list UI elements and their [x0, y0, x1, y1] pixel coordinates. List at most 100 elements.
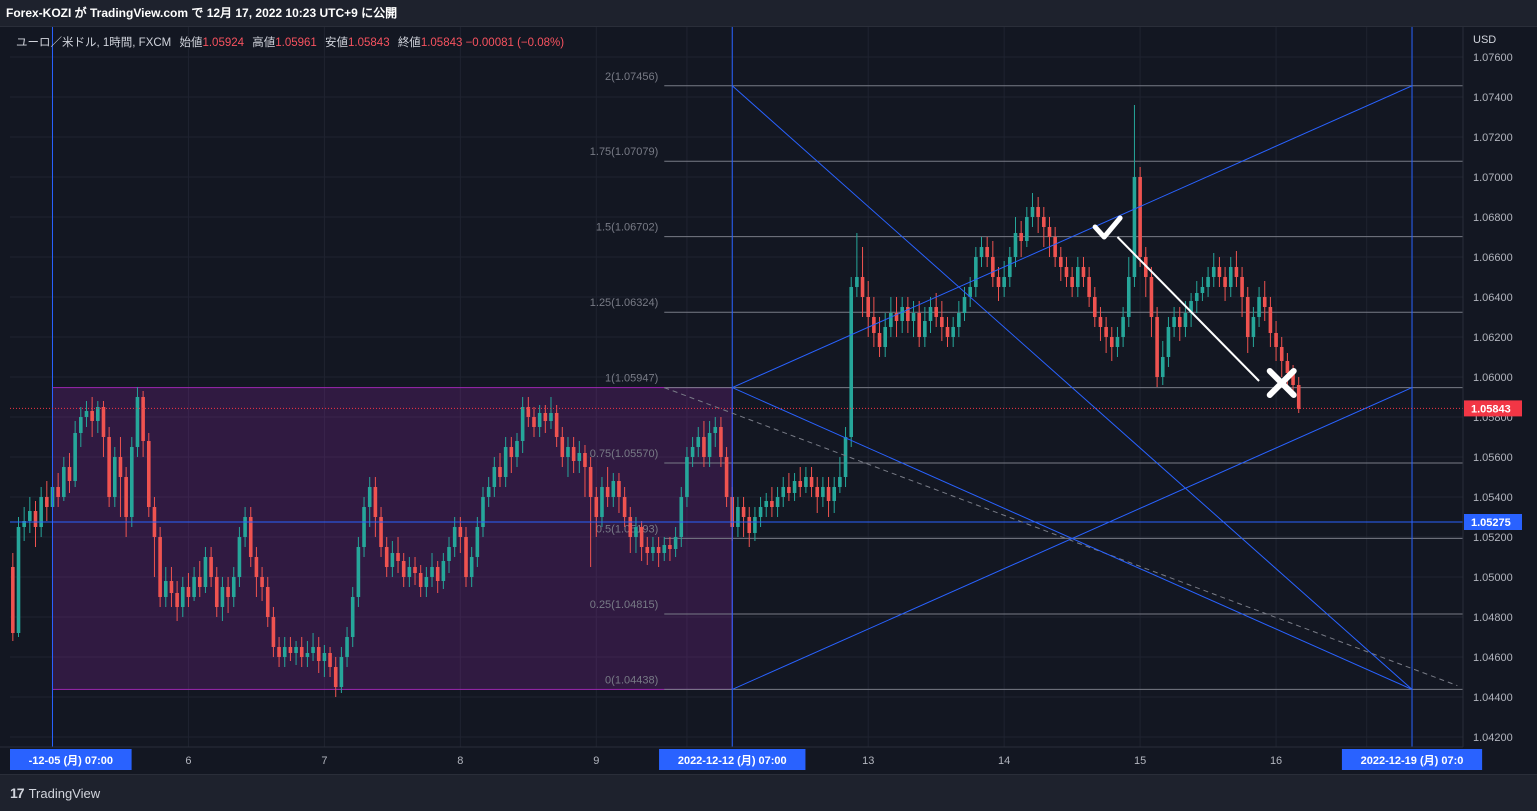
price-tag-label: 1.05843 — [1471, 403, 1511, 415]
channel-line[interactable] — [732, 387, 1413, 690]
candle-body — [186, 587, 191, 597]
candle-body — [118, 457, 123, 477]
fib-level-label: 0.75(1.05570) — [590, 448, 659, 460]
candle-body — [554, 413, 559, 437]
candle-body — [492, 467, 497, 487]
candle-body — [226, 587, 230, 597]
candle-body — [424, 577, 429, 587]
candle-body — [1279, 347, 1284, 361]
candle-body — [968, 287, 972, 297]
candle-body — [356, 547, 361, 597]
candle-body — [911, 313, 916, 321]
fib-level-label: 1(1.05947) — [605, 373, 658, 385]
candle-body — [979, 247, 984, 257]
x-mark-icon[interactable] — [1266, 368, 1297, 398]
candle-body — [1019, 233, 1023, 241]
candle-body — [1166, 327, 1171, 357]
candle-body — [1194, 293, 1199, 301]
candle-body — [815, 487, 820, 497]
fib-level-label: 1.5(1.06702) — [596, 222, 658, 234]
candle-body — [645, 547, 650, 553]
candle-body — [957, 313, 961, 327]
candle-body — [464, 537, 468, 577]
candle-body — [112, 457, 117, 497]
candle-body — [271, 617, 276, 647]
channel-line[interactable] — [731, 85, 1413, 690]
time-tag — [1341, 749, 1483, 770]
price-axis[interactable] — [1463, 27, 1537, 747]
candle-body — [503, 447, 508, 477]
candle-body — [775, 497, 780, 507]
candle-body — [900, 307, 904, 321]
high-value: 1.05961 — [275, 37, 317, 49]
candle-body — [764, 501, 769, 507]
fib-level-label: 2(1.07456) — [605, 71, 658, 83]
candle-body — [447, 547, 451, 561]
candle-body — [396, 553, 400, 561]
dashed-trend-line[interactable] — [664, 387, 1458, 687]
candle-body — [158, 537, 162, 597]
candle-body — [1245, 297, 1250, 337]
high-label: 高値 — [252, 37, 276, 49]
low-value: 1.05843 — [348, 37, 390, 49]
candle-body — [1296, 385, 1301, 409]
candle-body — [339, 657, 344, 687]
check-mark-icon[interactable] — [1092, 215, 1123, 240]
candle-body — [662, 545, 667, 553]
candle-body — [299, 647, 304, 657]
candle-body — [265, 587, 270, 617]
candle-body — [243, 517, 247, 537]
time-tick-label: 13 — [862, 755, 874, 767]
candle-body — [1257, 297, 1261, 317]
candle-body — [838, 477, 842, 487]
price-tag — [1464, 514, 1522, 530]
candle-body — [1262, 297, 1267, 307]
time-tag — [659, 749, 806, 770]
candle-body — [475, 527, 480, 557]
candle-body — [656, 547, 661, 553]
tv-logo-icon: 17 — [10, 785, 25, 801]
time-tick-label: 8 — [457, 755, 463, 767]
candle-body — [934, 307, 938, 317]
candle-body — [107, 437, 111, 497]
candle-body — [1200, 287, 1205, 293]
candle-body — [1115, 337, 1120, 347]
time-tick-label: 9 — [593, 755, 599, 767]
range-box[interactable] — [51, 387, 733, 690]
tradingview-logo[interactable]: 17 TradingView — [10, 785, 100, 801]
candle-body — [282, 647, 287, 657]
candle-body — [67, 467, 72, 481]
candle-body — [84, 411, 89, 417]
time-tag-label: 2022-12-12 (月) 07:00 — [678, 754, 787, 767]
candle-body — [260, 577, 264, 587]
white-trend-line[interactable] — [1116, 236, 1260, 382]
candle-body — [169, 581, 174, 593]
candle-body — [367, 487, 372, 507]
price-tick-label: 1.07200 — [1473, 132, 1513, 144]
candle-body — [1070, 277, 1074, 287]
candle-body — [809, 477, 814, 487]
candle-body — [254, 557, 259, 577]
fib-level-label: 1.25(1.06324) — [590, 297, 659, 309]
candle-body — [894, 313, 899, 321]
candle-body — [758, 507, 763, 517]
price-tick-label: 1.04600 — [1473, 652, 1513, 664]
candle-body — [1002, 277, 1006, 287]
candle-body — [1251, 317, 1256, 337]
price-chart[interactable]: 2(1.07456) 1.75(1.07079) 1.5(1.06702) 1.25(… — [0, 27, 1537, 774]
price-tick-label: 1.07400 — [1473, 92, 1513, 104]
candle-body — [702, 437, 706, 457]
candle-body — [124, 477, 128, 517]
candle-body — [940, 317, 944, 327]
candle-body — [481, 497, 485, 527]
candle-body — [45, 497, 49, 507]
candle-body — [294, 647, 298, 653]
channel-line[interactable] — [732, 85, 1413, 389]
publish-title: Forex-KOZI が TradingView.com で 12月 17, 2… — [6, 6, 398, 20]
candle-body — [1206, 277, 1210, 287]
candle-body — [1121, 317, 1125, 337]
candle-body — [441, 561, 446, 581]
candle-body — [135, 397, 140, 447]
change-value: −0.00081 (−0.08%) — [465, 37, 565, 49]
candle-body — [1030, 207, 1035, 217]
